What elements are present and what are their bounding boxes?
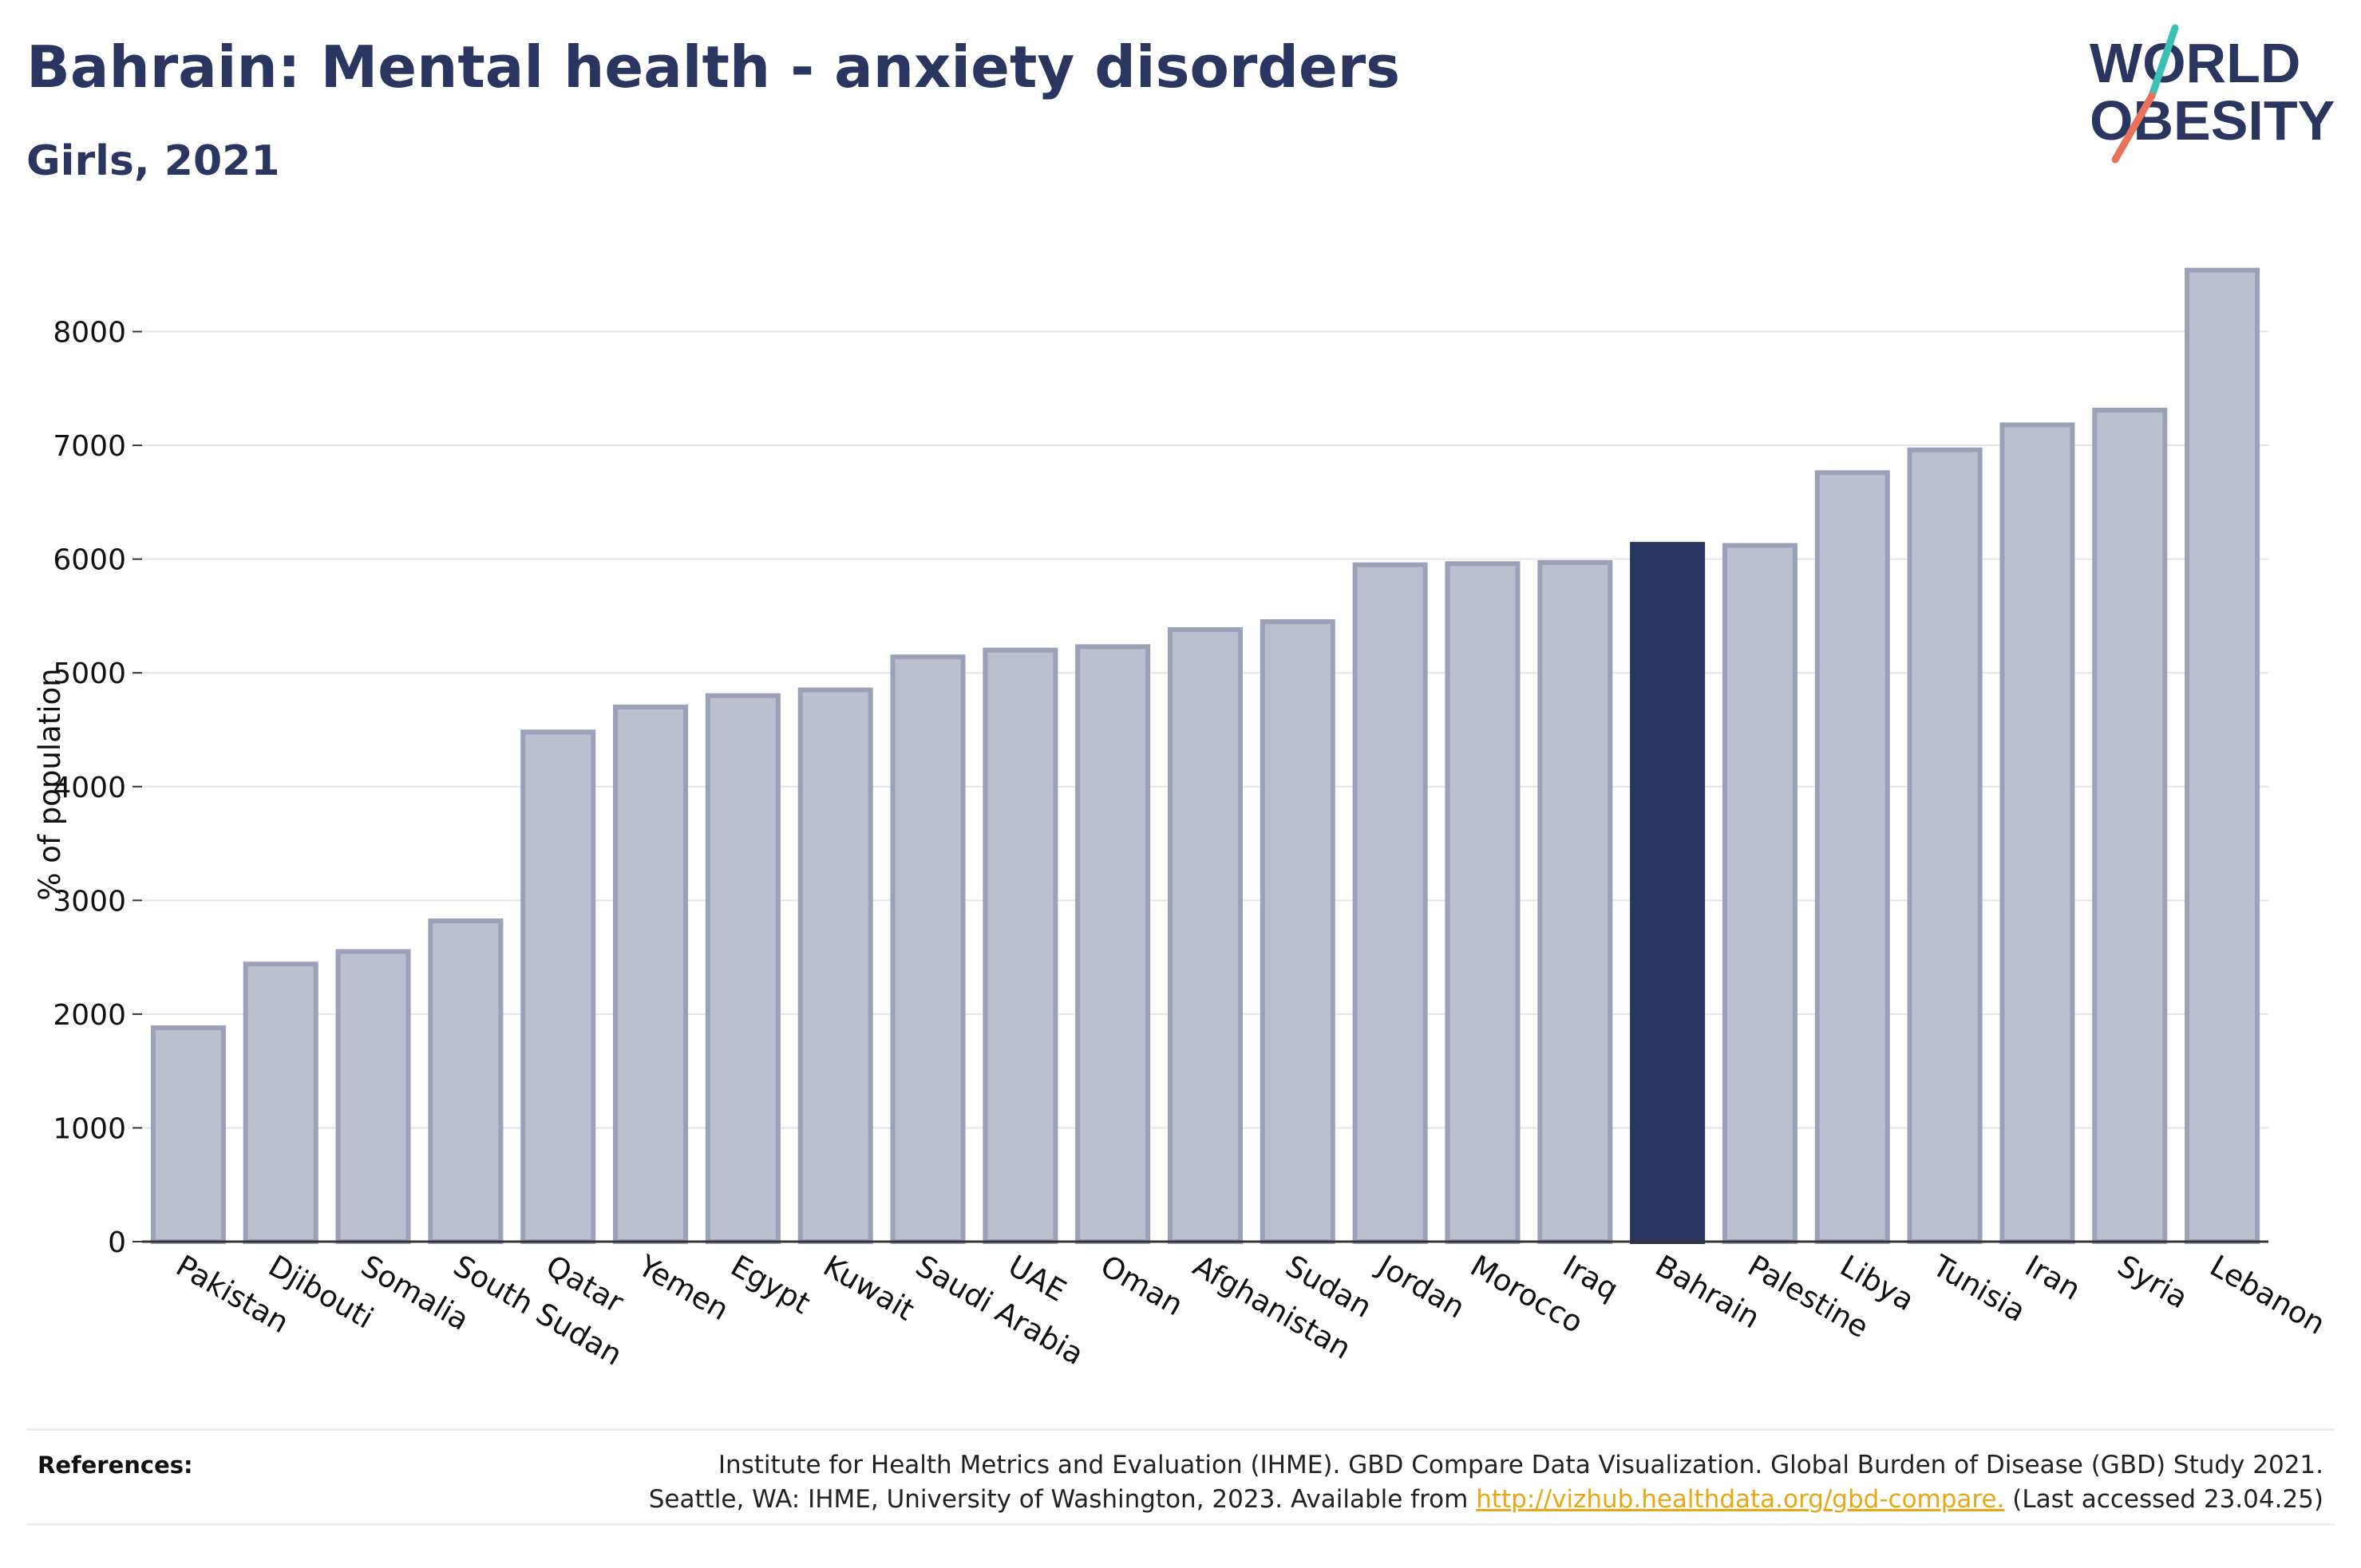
bar-pakistan — [150, 1025, 226, 1245]
y-tick-label: 1000 — [53, 1112, 126, 1145]
y-tick-label: 7000 — [53, 430, 126, 463]
x-tick-label: Saudi Arabia — [910, 1249, 1090, 1372]
y-tick-label: 6000 — [53, 544, 126, 577]
y-axis-ticks: 0 1000 2000 3000 4000 5000 6000 7000 8000 — [53, 317, 142, 1259]
bar-oman — [1075, 644, 1151, 1244]
y-tick-label: 2000 — [53, 999, 126, 1032]
chart-title: Bahrain: Mental health - anxiety disorde… — [26, 34, 1401, 101]
x-tick-label: Jordan — [1370, 1248, 1470, 1325]
logo-slash-coral — [2111, 92, 2156, 164]
references-box: References: Institute for Health Metrics… — [26, 1428, 2335, 1526]
world-obesity-logo: WORLD OBESITY — [2090, 24, 2335, 164]
bar-afghanistan — [1167, 627, 1244, 1244]
bar-iraq — [1537, 559, 1613, 1244]
bar-lebanon — [2185, 267, 2260, 1245]
bar-djibouti — [243, 962, 318, 1244]
bar-saudi-arabia — [890, 654, 966, 1244]
bar-yemen — [613, 704, 689, 1244]
x-tick-label: Syria — [2112, 1249, 2194, 1316]
bar-sudan — [1260, 619, 1335, 1244]
logo-line-obesity: OBESITY — [2090, 89, 2335, 152]
y-tick-label: 8000 — [53, 317, 126, 350]
references-line-2-prefix: Seattle, WA: IHME, University of Washing… — [648, 1484, 1477, 1514]
y-tick-label: 0 — [108, 1226, 126, 1259]
chart-subtitle: Girls, 2021 — [26, 137, 280, 185]
bar-jordan — [1352, 562, 1428, 1244]
x-tick-label: Egypt — [725, 1249, 816, 1321]
bar-chart: 0 1000 2000 3000 4000 5000 6000 7000 8000 Pakist… — [33, 267, 2331, 1372]
bar-kuwait — [797, 687, 873, 1244]
bar-uae — [983, 647, 1058, 1244]
x-tick-label: Yemen — [632, 1248, 735, 1327]
y-tick-label: 3000 — [53, 885, 126, 918]
y-axis-label: % of population — [33, 668, 67, 900]
bar-libya — [1814, 470, 1890, 1244]
bar-syria — [2092, 407, 2168, 1244]
bars — [150, 267, 2260, 1245]
bar-iran — [1999, 422, 2075, 1244]
references-line-1: Institute for Health Metrics and Evaluat… — [718, 1451, 2323, 1479]
x-tick-label: Lebanon — [2205, 1249, 2331, 1341]
y-tick-label: 4000 — [53, 772, 126, 804]
bar-south-sudan — [428, 918, 504, 1245]
x-tick-label: Bahrain — [1650, 1249, 1766, 1336]
logo-line-world: WORLD — [2090, 32, 2300, 94]
logo-slash-teal — [2148, 24, 2179, 100]
bar-morocco — [1445, 561, 1521, 1244]
bar-tunisia — [1907, 447, 1983, 1244]
x-tick-label: Tunisia — [1926, 1248, 2031, 1329]
references-line-2: Seattle, WA: IHME, University of Washing… — [649, 1483, 2323, 1517]
references-text: Institute for Health Metrics and Evaluat… — [649, 1448, 2323, 1517]
references-link[interactable]: http://vizhub.healthdata.org/gbd-compare… — [1476, 1484, 2005, 1514]
bar-egypt — [705, 693, 781, 1244]
bar-somalia — [335, 949, 411, 1244]
x-tick-label: Oman — [1095, 1249, 1189, 1323]
bar-palestine — [1722, 543, 1797, 1244]
references-line-2-suffix: (Last accessed 23.04.25) — [2004, 1484, 2323, 1514]
references-label: References: — [38, 1451, 193, 1479]
x-tick-label: Kuwait — [817, 1249, 920, 1328]
y-tick-label: 5000 — [53, 658, 126, 690]
bar-qatar — [520, 729, 596, 1244]
bar-bahrain — [1630, 542, 1706, 1244]
